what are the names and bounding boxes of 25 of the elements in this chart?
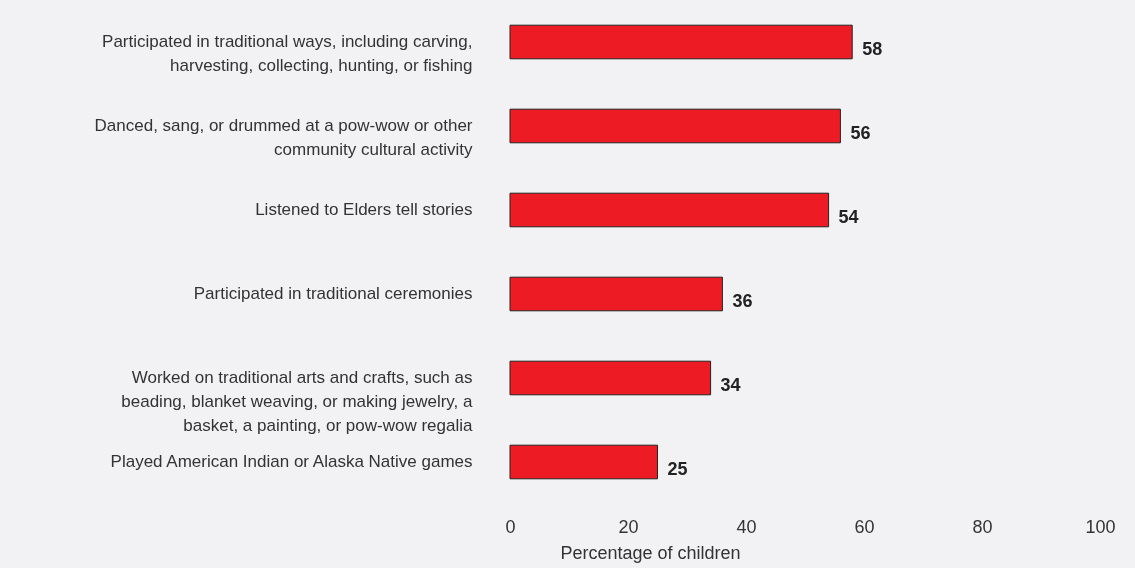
bar [509, 108, 841, 144]
x-tick-label: 20 [618, 516, 639, 537]
bar [509, 24, 853, 60]
y-tick-label: Worked on traditional arts and crafts, such as beading, blanket weaving, or making jewelry, a basket, a painting, or pow-wow regalia [121, 368, 474, 435]
y-tick-label: Danced, sang, or drummed at a pow-wow or other community cultural activity [94, 116, 473, 159]
data-label: 25 [667, 459, 688, 479]
bar [509, 444, 658, 480]
data-label: 56 [850, 123, 871, 143]
x-axis-title: Percentage of children [560, 542, 741, 563]
data-label: 34 [720, 375, 741, 395]
x-tick-label: 40 [736, 516, 757, 537]
x-tick-label: 60 [854, 516, 875, 537]
bar [509, 360, 712, 396]
x-tick-label: 80 [972, 516, 993, 537]
bar [509, 276, 723, 312]
x-tick-label: 0 [505, 516, 516, 537]
bar [509, 192, 830, 228]
y-tick-label: Participated in traditional ceremonies [193, 284, 473, 303]
y-tick-label: Played American Indian or Alaska Native games [110, 452, 473, 471]
y-tick-label: Listened to Elders tell stories [255, 200, 473, 219]
data-label: 36 [732, 291, 753, 311]
data-label: 58 [862, 39, 883, 59]
data-label: 54 [838, 207, 859, 227]
x-tick-label: 100 [1085, 516, 1116, 537]
y-tick-label: Participated in traditional ways, including carving, harvesting, collecting, hunting, or fishing [102, 32, 473, 75]
